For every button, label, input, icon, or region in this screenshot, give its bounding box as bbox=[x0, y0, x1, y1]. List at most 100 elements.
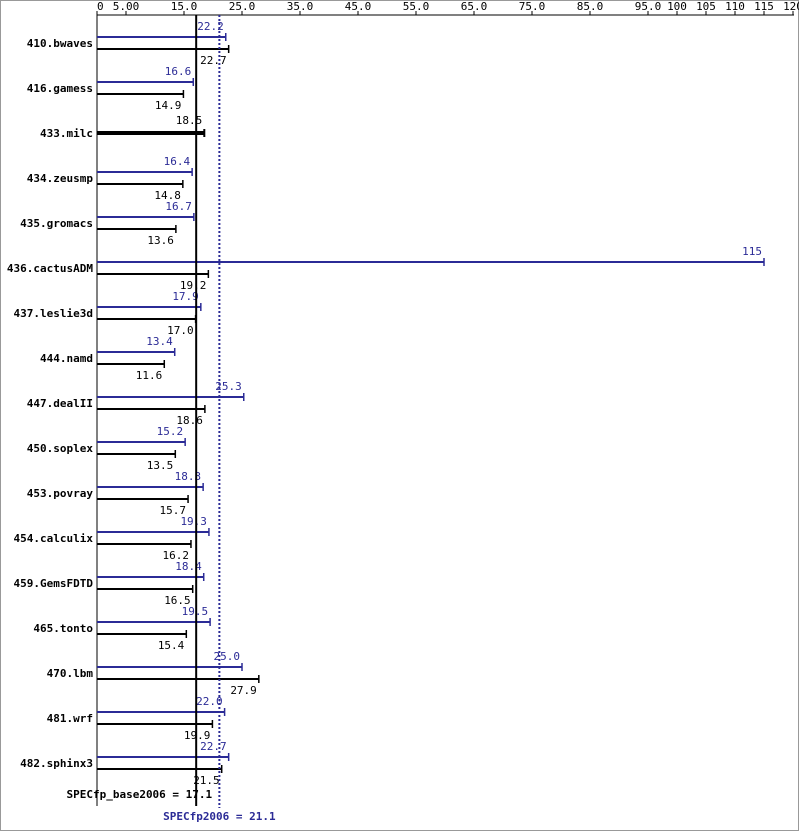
bar bbox=[97, 678, 259, 680]
bar bbox=[97, 351, 175, 353]
value-label: 17.9 bbox=[172, 290, 199, 303]
x-tick-label: 5.00 bbox=[113, 0, 140, 13]
x-tick-label: 35.0 bbox=[287, 0, 314, 13]
bar bbox=[97, 306, 201, 308]
x-tick-label: 85.0 bbox=[577, 0, 604, 13]
bar bbox=[97, 318, 196, 320]
x-tick-label: 0 bbox=[97, 0, 104, 13]
bar bbox=[97, 498, 189, 500]
bar bbox=[97, 723, 213, 725]
value-label: 17.0 bbox=[167, 324, 194, 337]
bar bbox=[97, 261, 764, 263]
bar bbox=[97, 453, 176, 455]
bar bbox=[97, 36, 226, 38]
reference-label: SPECfp_base2006 = 17.1 bbox=[66, 788, 212, 801]
category-label: 436.cactusADM bbox=[7, 262, 93, 275]
x-tick-label: 100 bbox=[667, 0, 687, 13]
x-tick-label: 105 bbox=[696, 0, 716, 13]
category-label: 453.povray bbox=[27, 487, 94, 500]
value-label: 18.3 bbox=[175, 470, 202, 483]
bar bbox=[97, 81, 194, 83]
value-label: 18.4 bbox=[175, 560, 202, 573]
category-label: 481.wrf bbox=[47, 712, 93, 725]
category-label: 465.tonto bbox=[33, 622, 93, 635]
bar bbox=[97, 621, 211, 623]
category-label: 454.calculix bbox=[14, 532, 94, 545]
value-label: 16.5 bbox=[164, 594, 191, 607]
value-label: 16.4 bbox=[164, 155, 191, 168]
value-label: 115 bbox=[742, 245, 762, 258]
category-label: 434.zeusmp bbox=[27, 172, 94, 185]
value-label: 27.9 bbox=[230, 684, 257, 697]
x-tick-label: 55.0 bbox=[403, 0, 430, 13]
value-label: 13.4 bbox=[146, 335, 173, 348]
bar bbox=[97, 273, 209, 275]
category-label: 450.soplex bbox=[27, 442, 94, 455]
bar bbox=[97, 396, 244, 398]
value-label: 19.5 bbox=[182, 605, 209, 618]
value-label: 18.5 bbox=[176, 114, 203, 127]
category-label: 435.gromacs bbox=[20, 217, 93, 230]
value-label: 16.6 bbox=[165, 65, 192, 78]
x-tick-label: 25.0 bbox=[229, 0, 256, 13]
category-label: 482.sphinx3 bbox=[20, 757, 93, 770]
value-label: 13.5 bbox=[147, 459, 174, 472]
reference-label: SPECfp2006 = 21.1 bbox=[163, 810, 276, 823]
value-label: 14.9 bbox=[155, 99, 182, 112]
bar bbox=[97, 183, 183, 185]
value-label: 15.7 bbox=[160, 504, 187, 517]
category-label: 470.lbm bbox=[47, 667, 94, 680]
bar bbox=[97, 131, 205, 135]
value-label: 25.3 bbox=[215, 380, 242, 393]
category-label: 433.milc bbox=[40, 127, 93, 140]
value-label: 25.0 bbox=[214, 650, 241, 663]
category-label: 447.dealII bbox=[27, 397, 93, 410]
value-label: 14.8 bbox=[154, 189, 181, 202]
x-tick-label: 65.0 bbox=[461, 0, 488, 13]
value-label: 21.5 bbox=[193, 774, 220, 787]
bar bbox=[97, 543, 191, 545]
x-tick-label: 120 bbox=[783, 0, 799, 13]
value-label: 19.3 bbox=[180, 515, 207, 528]
value-label: 13.6 bbox=[147, 234, 174, 247]
bar bbox=[97, 93, 184, 95]
value-label: 16.7 bbox=[165, 200, 192, 213]
x-tick-label: 110 bbox=[725, 0, 745, 13]
bar bbox=[97, 408, 205, 410]
category-label: 410.bwaves bbox=[27, 37, 93, 50]
x-tick-label: 15.0 bbox=[171, 0, 198, 13]
bar bbox=[97, 756, 229, 758]
category-label: 416.gamess bbox=[27, 82, 93, 95]
bar bbox=[97, 711, 225, 713]
x-tick-label: 115 bbox=[754, 0, 774, 13]
x-tick-label: 75.0 bbox=[519, 0, 546, 13]
x-tick-label: 45.0 bbox=[345, 0, 372, 13]
category-label: 437.leslie3d bbox=[14, 307, 93, 320]
value-label: 22.7 bbox=[200, 740, 227, 753]
category-label: 459.GemsFDTD bbox=[14, 577, 94, 590]
bar bbox=[97, 48, 229, 50]
bar bbox=[97, 576, 204, 578]
value-label: 22.0 bbox=[196, 695, 223, 708]
bar bbox=[97, 486, 204, 488]
bar bbox=[97, 363, 165, 365]
bar bbox=[97, 228, 176, 230]
bar bbox=[97, 768, 222, 770]
bar bbox=[97, 171, 193, 173]
value-label: 15.4 bbox=[158, 639, 185, 652]
value-label: 16.2 bbox=[162, 549, 189, 562]
value-label: 22.2 bbox=[197, 20, 224, 33]
value-label: 15.2 bbox=[157, 425, 184, 438]
value-label: 22.7 bbox=[200, 54, 227, 67]
bar bbox=[97, 588, 193, 590]
category-label: 444.namd bbox=[40, 352, 93, 365]
bar bbox=[97, 441, 186, 443]
bar bbox=[97, 531, 209, 533]
value-label: 11.6 bbox=[136, 369, 163, 382]
x-tick-label: 95.0 bbox=[635, 0, 662, 13]
bar bbox=[97, 633, 187, 635]
bar bbox=[97, 666, 242, 668]
